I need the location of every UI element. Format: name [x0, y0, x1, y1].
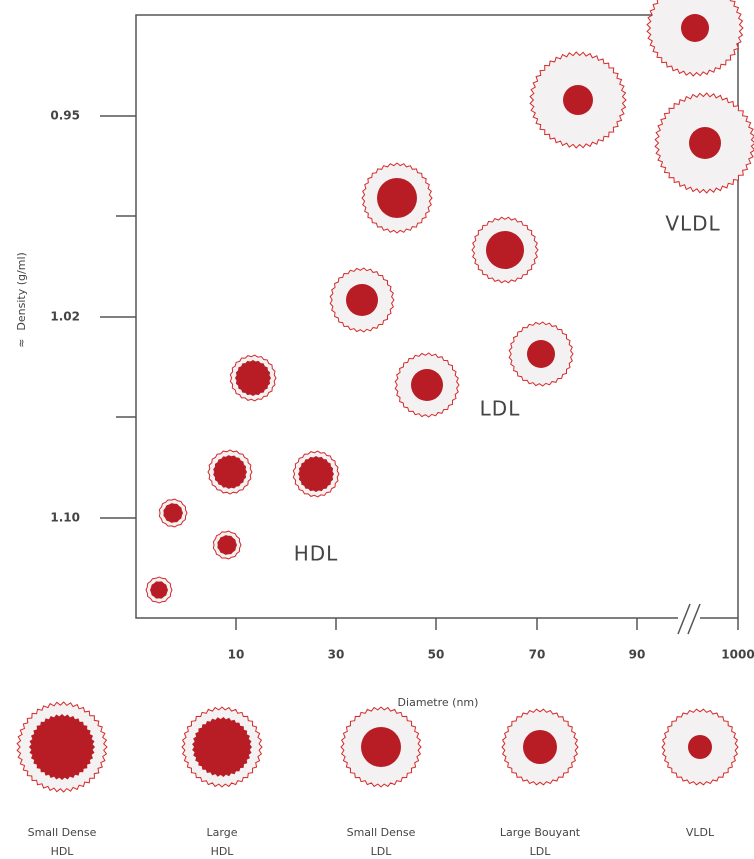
legend-item: Small Dense LDL	[340, 706, 422, 858]
frame	[135, 14, 739, 619]
region-label: LDL	[480, 397, 521, 421]
plot-frame	[100, 14, 739, 635]
particle-core	[29, 714, 95, 780]
particle-core	[235, 360, 271, 396]
x-tick-label: 90	[629, 648, 646, 662]
region-label: HDL	[294, 542, 339, 566]
particle-core	[298, 456, 334, 492]
particle-core	[689, 127, 721, 159]
axis-break	[677, 603, 691, 635]
particle-core	[688, 735, 712, 759]
legend-item: VLDL	[661, 708, 739, 839]
particle-core	[346, 284, 378, 316]
legend-label: HDL	[211, 845, 235, 858]
legend-label: VLDL	[686, 826, 715, 839]
y-tick-label: 0.95	[50, 109, 80, 123]
particle-core	[217, 535, 237, 555]
x-axis-label: Diametre (nm)	[398, 696, 479, 709]
legend-label: Large Bouyant	[500, 826, 581, 839]
particle-core	[213, 455, 247, 489]
x-tick-label: 10	[228, 648, 245, 662]
particle-core	[377, 178, 417, 218]
y-tick-label: 1.02	[50, 310, 80, 324]
particle-core	[411, 369, 443, 401]
legend-item: Large HDL	[181, 706, 263, 858]
legend-label: LDL	[530, 845, 552, 858]
y-tick-label: 1.10	[50, 511, 80, 525]
approx-symbol: ≈	[15, 339, 28, 348]
particle-core	[527, 340, 555, 368]
legend-label: Small Dense	[347, 826, 416, 839]
y-axis-label: ≈ Density (g/ml)	[15, 252, 28, 348]
region-label: VLDL	[665, 212, 720, 236]
x-tick-label: 1000	[721, 648, 754, 662]
axis-break	[687, 603, 701, 635]
legend-item: Large Bouyant LDL	[500, 708, 581, 858]
particle-core	[523, 730, 557, 764]
particle-core	[150, 581, 168, 599]
legend-item: Small Dense HDL	[16, 701, 108, 858]
legend-label: HDL	[51, 845, 75, 858]
legend-label: Small Dense	[28, 826, 97, 839]
x-tick-label: 70	[529, 648, 546, 662]
particle-core	[563, 85, 593, 115]
particle-core	[163, 503, 183, 523]
y-axis-title: Density (g/ml)	[15, 252, 28, 330]
legend-label: Large	[207, 826, 238, 839]
particle-core	[192, 717, 252, 777]
x-tick-label: 50	[428, 648, 445, 662]
particles	[145, 0, 754, 604]
particle-core	[486, 231, 524, 269]
x-tick-label: 30	[328, 648, 345, 662]
particle-core	[361, 727, 401, 767]
axis-break-bg	[678, 606, 700, 630]
particle-core	[681, 14, 709, 42]
legend-label: LDL	[371, 845, 393, 858]
